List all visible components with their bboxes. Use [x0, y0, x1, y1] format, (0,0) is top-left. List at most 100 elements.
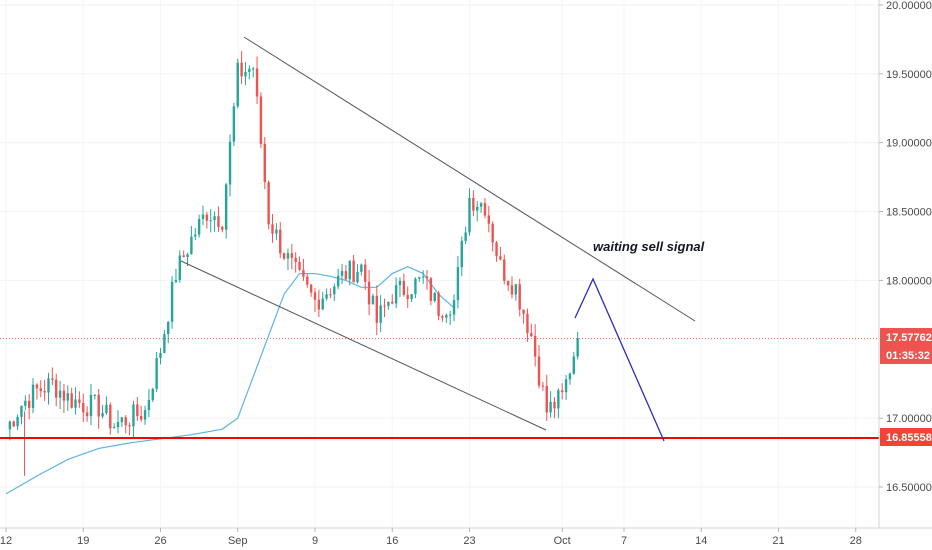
candle-down [271, 214, 274, 243]
candle-down [510, 276, 514, 299]
drawing-layer [0, 36, 879, 442]
candle-up [89, 383, 93, 426]
candle-down [313, 288, 317, 312]
candle-up [448, 310, 452, 326]
candle-up [252, 66, 255, 78]
candle-down [255, 56, 259, 105]
projection-path[interactable] [574, 277, 665, 442]
moving-average-line [5, 266, 455, 495]
candle-up [20, 405, 23, 425]
candle-down [526, 308, 529, 342]
candle-up [112, 423, 116, 429]
candle-down [491, 221, 494, 252]
price-tick-label: 18.00000 [886, 275, 932, 287]
time-tick-label: 19 [77, 535, 89, 547]
time-tick-label: 7 [621, 535, 627, 547]
candle-down [518, 278, 521, 317]
candle-down [139, 405, 143, 422]
candle-down [97, 389, 100, 429]
candle-down [499, 246, 502, 261]
candle-up [333, 283, 336, 301]
candle-down [364, 259, 367, 291]
candle-up [514, 283, 518, 301]
candle-up [66, 385, 69, 411]
candle-down [429, 277, 433, 306]
candle-up [456, 256, 460, 309]
candle-down [306, 273, 309, 288]
candle-down [530, 323, 533, 338]
price-tick-label: 18.50000 [886, 207, 932, 219]
time-axis[interactable]: 12 19 26 Sep 9 16 23 Oct 7 14 21 28 [0, 528, 862, 547]
candle-down [537, 345, 541, 389]
candle-up [201, 205, 205, 226]
candle-down [298, 256, 301, 271]
candle-up [421, 270, 425, 284]
candle-up [178, 250, 182, 283]
candle-up [197, 214, 201, 238]
candle-up [143, 405, 147, 425]
candle-down [43, 379, 46, 401]
candle-down [109, 402, 112, 435]
current-price-label: 17.57762 [886, 332, 932, 344]
candle-up [120, 416, 124, 427]
candle-down [483, 198, 487, 219]
candle-up [336, 268, 340, 290]
candle-down [221, 225, 224, 233]
moving-average-layer [5, 266, 455, 495]
candle-up [155, 352, 158, 392]
candle-up [321, 291, 324, 311]
candle-up [476, 201, 479, 222]
candle-up [248, 65, 251, 80]
candle-down [290, 243, 294, 270]
candle-up [209, 209, 212, 233]
time-tick-label: 21 [772, 535, 784, 547]
candle-down [128, 422, 131, 436]
candle-down [85, 406, 89, 422]
candle-down [506, 280, 510, 291]
price-tick-label: 19.50000 [886, 69, 932, 81]
current-price-tag: 17.57762 [880, 328, 932, 346]
candle-up [194, 228, 197, 241]
price-tick-label: 17.00000 [886, 413, 932, 425]
lower-trend-line[interactable] [180, 260, 547, 431]
candle-up [460, 236, 463, 277]
candle-up [24, 395, 27, 411]
candle-up [468, 188, 471, 236]
candle-up [410, 293, 413, 303]
candles-layer [8, 51, 579, 476]
candle-down [561, 383, 564, 400]
price-tick-label: 16.50000 [886, 482, 932, 494]
candle-down [441, 314, 444, 322]
candle-up [147, 388, 151, 418]
time-tick-label: Oct [554, 535, 571, 547]
candle-up [452, 294, 456, 322]
price-tick-label: 20.00000 [886, 0, 932, 12]
candle-down [39, 380, 42, 398]
candle-down [425, 269, 429, 290]
candle-down [352, 254, 355, 283]
candle-up [236, 58, 239, 109]
candle-up [394, 277, 398, 309]
candle-up [433, 291, 436, 303]
candle-down [263, 137, 266, 190]
candle-up [398, 277, 402, 297]
candle-up [286, 248, 290, 271]
support-price-label: 16.85558 [886, 432, 932, 444]
candle-down [375, 285, 378, 336]
candle-up [356, 264, 359, 284]
time-tick-label: 14 [695, 535, 707, 547]
upper-trend-line[interactable] [243, 36, 696, 322]
candle-down [136, 396, 139, 421]
candle-up [232, 102, 236, 147]
candle-up [414, 277, 417, 299]
candle-down [267, 180, 270, 230]
time-tick-label: 9 [312, 535, 318, 547]
candle-down [217, 206, 220, 233]
time-tick-label: 26 [154, 535, 166, 547]
price-axis[interactable]: 20.00000 19.50000 19.00000 18.50000 18.00000… [879, 0, 932, 494]
candle-down [553, 397, 556, 419]
candle-up [31, 378, 35, 414]
price-tick-label: 19.00000 [886, 138, 932, 150]
candle-up [8, 420, 12, 441]
candle-down [402, 273, 406, 297]
